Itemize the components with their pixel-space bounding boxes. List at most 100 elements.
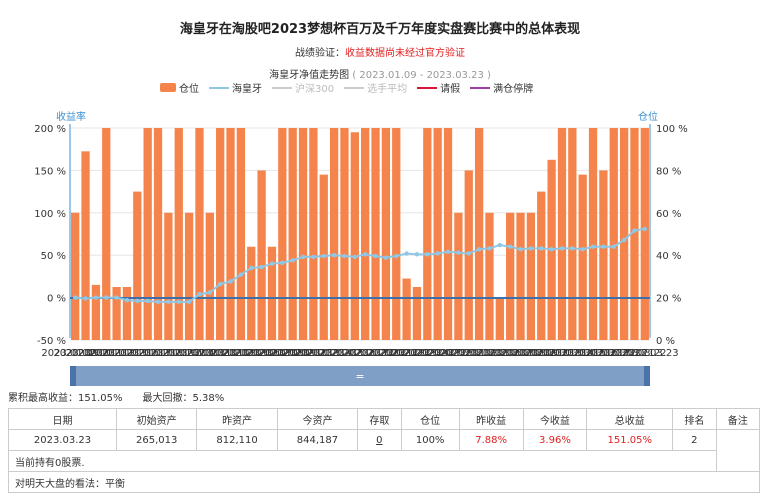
position-bar (402, 278, 411, 340)
yield-point (559, 246, 565, 251)
range-slider-right-handle[interactable] (644, 366, 650, 386)
x-tick-label: 2023.01.13 (90, 348, 147, 359)
position-bar (392, 128, 401, 340)
yield-point (539, 246, 544, 251)
yield-point (373, 253, 378, 259)
position-bar (205, 212, 214, 340)
x-tick-label: 2023.03.23 (621, 348, 678, 359)
legend-swatch (344, 86, 365, 89)
verify-value: 收益数据尚未经过官方验证 (345, 48, 465, 59)
table-row: 2023.03.23 265,013 812,110 844,187 0 100… (8, 429, 760, 472)
range-slider-track[interactable] (70, 366, 650, 386)
range-slider-left-handle[interactable] (70, 366, 76, 386)
yield-point (176, 299, 181, 305)
position-bar (122, 287, 132, 340)
position-bar (133, 191, 142, 340)
legend-item[interactable]: 满仓停牌 (470, 80, 533, 95)
yield-point (72, 295, 78, 300)
yield-point (404, 251, 409, 256)
x-tick-label: 2023.02.16 (319, 348, 376, 359)
chart-name: 海皇牙净值走势图 (269, 70, 350, 81)
yield-point (456, 250, 461, 255)
position-bar (247, 246, 256, 340)
legend-swatch (209, 86, 229, 89)
position-bar (329, 128, 339, 340)
x-tick-label: 2023.02.17 (331, 348, 388, 359)
position-bar (309, 128, 318, 340)
legend-item[interactable]: 仓位 (160, 80, 199, 95)
yield-point (601, 244, 606, 249)
right-axis-label: 仓位 (638, 110, 658, 123)
left-tick-label: -50 % (37, 336, 66, 347)
x-tick-label: 2023.02.03 (211, 348, 268, 359)
yield-point (590, 244, 596, 249)
position-bar (143, 128, 152, 340)
position-bar (340, 128, 349, 340)
x-tick-label: 2023.02.21 (356, 348, 413, 359)
position-bar (474, 128, 484, 340)
legend-item[interactable]: 海皇牙 (209, 80, 262, 95)
position-bar (588, 128, 598, 340)
position-bar (350, 132, 359, 340)
position-bar (112, 287, 121, 340)
yield-point (197, 292, 202, 297)
market-opinion: 对明天大盘的看法：平衡 (8, 471, 760, 493)
legend-label: 满仓停牌 (493, 84, 534, 95)
position-bar (537, 191, 546, 340)
right-tick-label: 60 % (656, 209, 681, 220)
verify-label: 战绩验证： (295, 48, 345, 59)
chart-legend: 仓位 海皇牙 沪深300 选手平均 请假 满仓停牌 (160, 80, 533, 95)
x-tick-label: 2023.02.24 (392, 348, 449, 359)
yield-point (93, 295, 99, 300)
cell-initial-assets: 265,013 (115, 429, 198, 451)
yield-point (217, 281, 223, 287)
range-slider[interactable]: = (70, 366, 650, 386)
yield-point (186, 299, 192, 305)
yield-point (445, 249, 451, 255)
right-tick-label: 80 % (656, 166, 681, 177)
position-bar (599, 170, 608, 340)
right-tick-label: 20 % (656, 294, 681, 305)
yield-point (621, 237, 627, 243)
yield-point (632, 228, 637, 233)
left-tick-label: 50 % (41, 251, 66, 262)
deposit-withdraw-link[interactable]: 0 (376, 434, 383, 446)
x-tick-label: 2023.03.02 (440, 348, 497, 359)
col-initial-assets: 初始资产 (115, 408, 198, 430)
position-bar (361, 128, 370, 340)
legend-swatch (470, 86, 491, 89)
yield-point (321, 253, 326, 259)
x-tick-label: 2023.03.13 (525, 348, 582, 359)
x-tick-label: 2023.03.17 (573, 348, 630, 359)
legend-item[interactable]: 请假 (417, 80, 460, 95)
x-tick-label: 2023.03.08 (488, 348, 545, 359)
x-tick-label: 2023.01.19 (138, 348, 195, 359)
position-bar (619, 128, 629, 340)
range-slider-grip[interactable]: = (355, 370, 364, 383)
legend-swatch (272, 86, 292, 89)
x-tick-label: 2023.01.31 (174, 348, 231, 359)
position-bar (412, 287, 422, 340)
x-tick-label: 2023.02.22 (368, 348, 425, 359)
x-tick-label: 2023.01.17 (114, 348, 171, 359)
cell-deposit-withdraw[interactable]: 0 (357, 429, 402, 451)
position-bar (371, 128, 380, 340)
x-tick-label: 2023.03.21 (597, 348, 654, 359)
position-bar (226, 128, 235, 340)
yield-point (269, 261, 275, 266)
legend-label: 仓位 (179, 84, 199, 95)
yield-point (155, 299, 161, 305)
x-tick-label: 2023.03.10 (513, 348, 570, 359)
position-bar (630, 128, 639, 340)
yield-point (528, 246, 534, 251)
yield-point (352, 254, 358, 260)
legend-item[interactable]: 选手平均 (344, 80, 407, 95)
left-axis-label: 收益率 (56, 110, 86, 123)
right-tick-label: 40 % (656, 251, 681, 262)
yield-point (342, 253, 347, 259)
x-tick-label: 2023.03.22 (609, 348, 666, 359)
x-tick-label: 2023.02.14 (295, 348, 352, 359)
yield-point (549, 247, 554, 252)
legend-item[interactable]: 沪深300 (272, 80, 334, 95)
net-value-chart: 收益率 仓位 200 % 150 % 100 % 50 % 0 % -50 % 100 %… (34, 110, 688, 386)
